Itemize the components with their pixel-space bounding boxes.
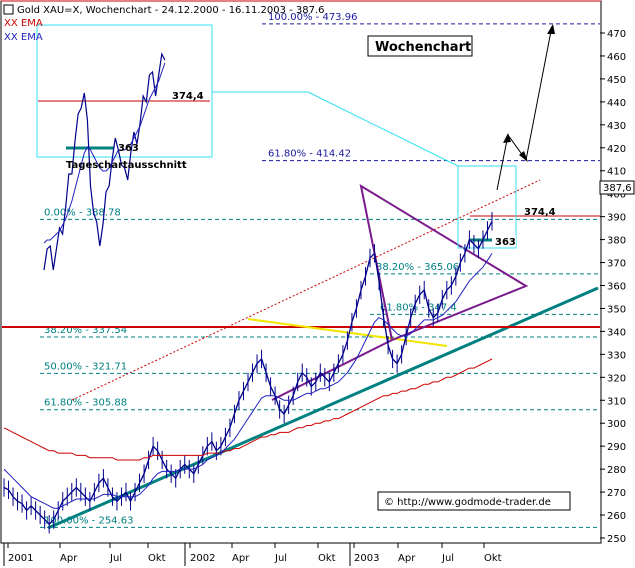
x-tick-label: Apr [398, 553, 416, 564]
y-tick-label: 350 [607, 304, 626, 315]
inset-level-374-label: 374,4 [172, 91, 204, 102]
y-tick-label: 290 [607, 442, 626, 453]
x-tick-label: Jul [109, 553, 122, 564]
x-tick-label: 2002 [190, 553, 215, 564]
y-tick-label: 460 [607, 52, 626, 63]
fib-label: 0.00% - 388.78 [44, 207, 121, 218]
last-price-marker [599, 180, 635, 195]
y-tick-label: 270 [607, 488, 626, 499]
fib-label: 61.80% - 347.4 [380, 302, 457, 313]
inset-ema-line [43, 62, 166, 244]
arrow-head-2 [519, 151, 528, 162]
fib-label: 38.20% - 337.54 [44, 325, 127, 336]
x-tick-label: Okt [484, 553, 502, 564]
x-tick-label: Okt [318, 553, 336, 564]
x-tick-label: Apr [60, 553, 78, 564]
ema-blue-line [3, 253, 493, 509]
y-tick-label: 330 [607, 350, 626, 361]
y-tick-label: 360 [607, 282, 626, 293]
main-level-363-box [492, 235, 516, 247]
y-tick-label: 440 [607, 98, 626, 109]
wochenchart-label: Wochenchart [375, 40, 471, 55]
y-tick-label: 260 [607, 511, 626, 522]
y-tick-label: 370 [607, 259, 626, 270]
main-level-363-label: 363 [495, 237, 516, 248]
fib-lines-group: 100.00% - 473.96 61.80% - 414.42 0.00% - 3… [40, 12, 600, 528]
inset-level-363-label: 363 [118, 143, 139, 154]
main-level-374-label: 374,4 [524, 207, 556, 218]
fib-label: 50.00% - 321.71 [44, 361, 127, 372]
y-tick-label: 280 [607, 465, 626, 476]
last-price-label: 387,6 [603, 183, 632, 194]
y-tick-label: 470 [607, 29, 626, 40]
y-tick-label: 400 [607, 190, 626, 201]
wochenchart-box [367, 35, 473, 57]
y-tick-label: 380 [607, 236, 626, 247]
y-tick-label: 450 [607, 75, 626, 86]
purple-lower-line [271, 339, 393, 401]
copyright-box [377, 491, 571, 511]
inset-frame [36, 24, 213, 158]
zoom-connector-2 [307, 91, 459, 167]
fib-label: 100.00% - 254.63 [44, 515, 133, 526]
series-group [3, 212, 493, 534]
inset-daily-chart: 374,4 363 Tageschartausschnitt [36, 24, 213, 271]
fib-label: 61.80% - 414.42 [268, 149, 351, 160]
y-tick-label: 320 [607, 373, 626, 384]
arrow-head-3 [547, 24, 555, 34]
inset-price-line [43, 52, 166, 271]
x-tick-label: Okt [148, 553, 166, 564]
y-tick-label: 420 [607, 144, 626, 155]
fib-label: 61.80% - 305.88 [44, 398, 127, 409]
chart-header-title: Gold XAU=X, Wochenchart - 24.12.2000 - 1… [17, 5, 325, 16]
x-tick-label: Jul [441, 553, 454, 564]
y-tick-label: 300 [607, 419, 626, 430]
x-tick-label: 2001 [8, 553, 33, 564]
y-tick-label: 310 [607, 396, 626, 407]
x-tick-label: Apr [232, 553, 250, 564]
fib-label: 100.00% - 473.96 [268, 12, 357, 23]
y-tick-label: 390 [607, 213, 626, 224]
projection-arrow-path [496, 25, 553, 191]
x-tick-label: 2003 [354, 553, 379, 564]
fib-label: 38.20% - 365.06 [376, 262, 459, 273]
y-tick-label: 340 [607, 327, 626, 338]
arrow-head-1 [503, 133, 511, 143]
x-axis-labels: 2001 Apr Jul Okt 2002 Apr Jul Okt 2003 Apr Jul Okt [1, 542, 601, 566]
inset-caption: Tageschartausschnitt [66, 160, 187, 171]
y-axis-labels: 250 260 270 280 290 300 310 320 330 340 350 360 370 3… [600, 29, 626, 545]
y-tick-label: 430 [607, 121, 626, 132]
ema1-label: XX EMA [4, 18, 43, 29]
ema2-label: XX EMA [4, 32, 43, 43]
y-tick-label: 410 [607, 167, 626, 178]
ema-red-line [3, 358, 493, 461]
x-tick-label: Jul [274, 553, 287, 564]
header-icon [3, 4, 14, 15]
y-tick-label: 250 [607, 534, 626, 545]
zoom-box [457, 165, 517, 249]
copyright-text: © http://www.godmode-trader.de [384, 497, 551, 508]
